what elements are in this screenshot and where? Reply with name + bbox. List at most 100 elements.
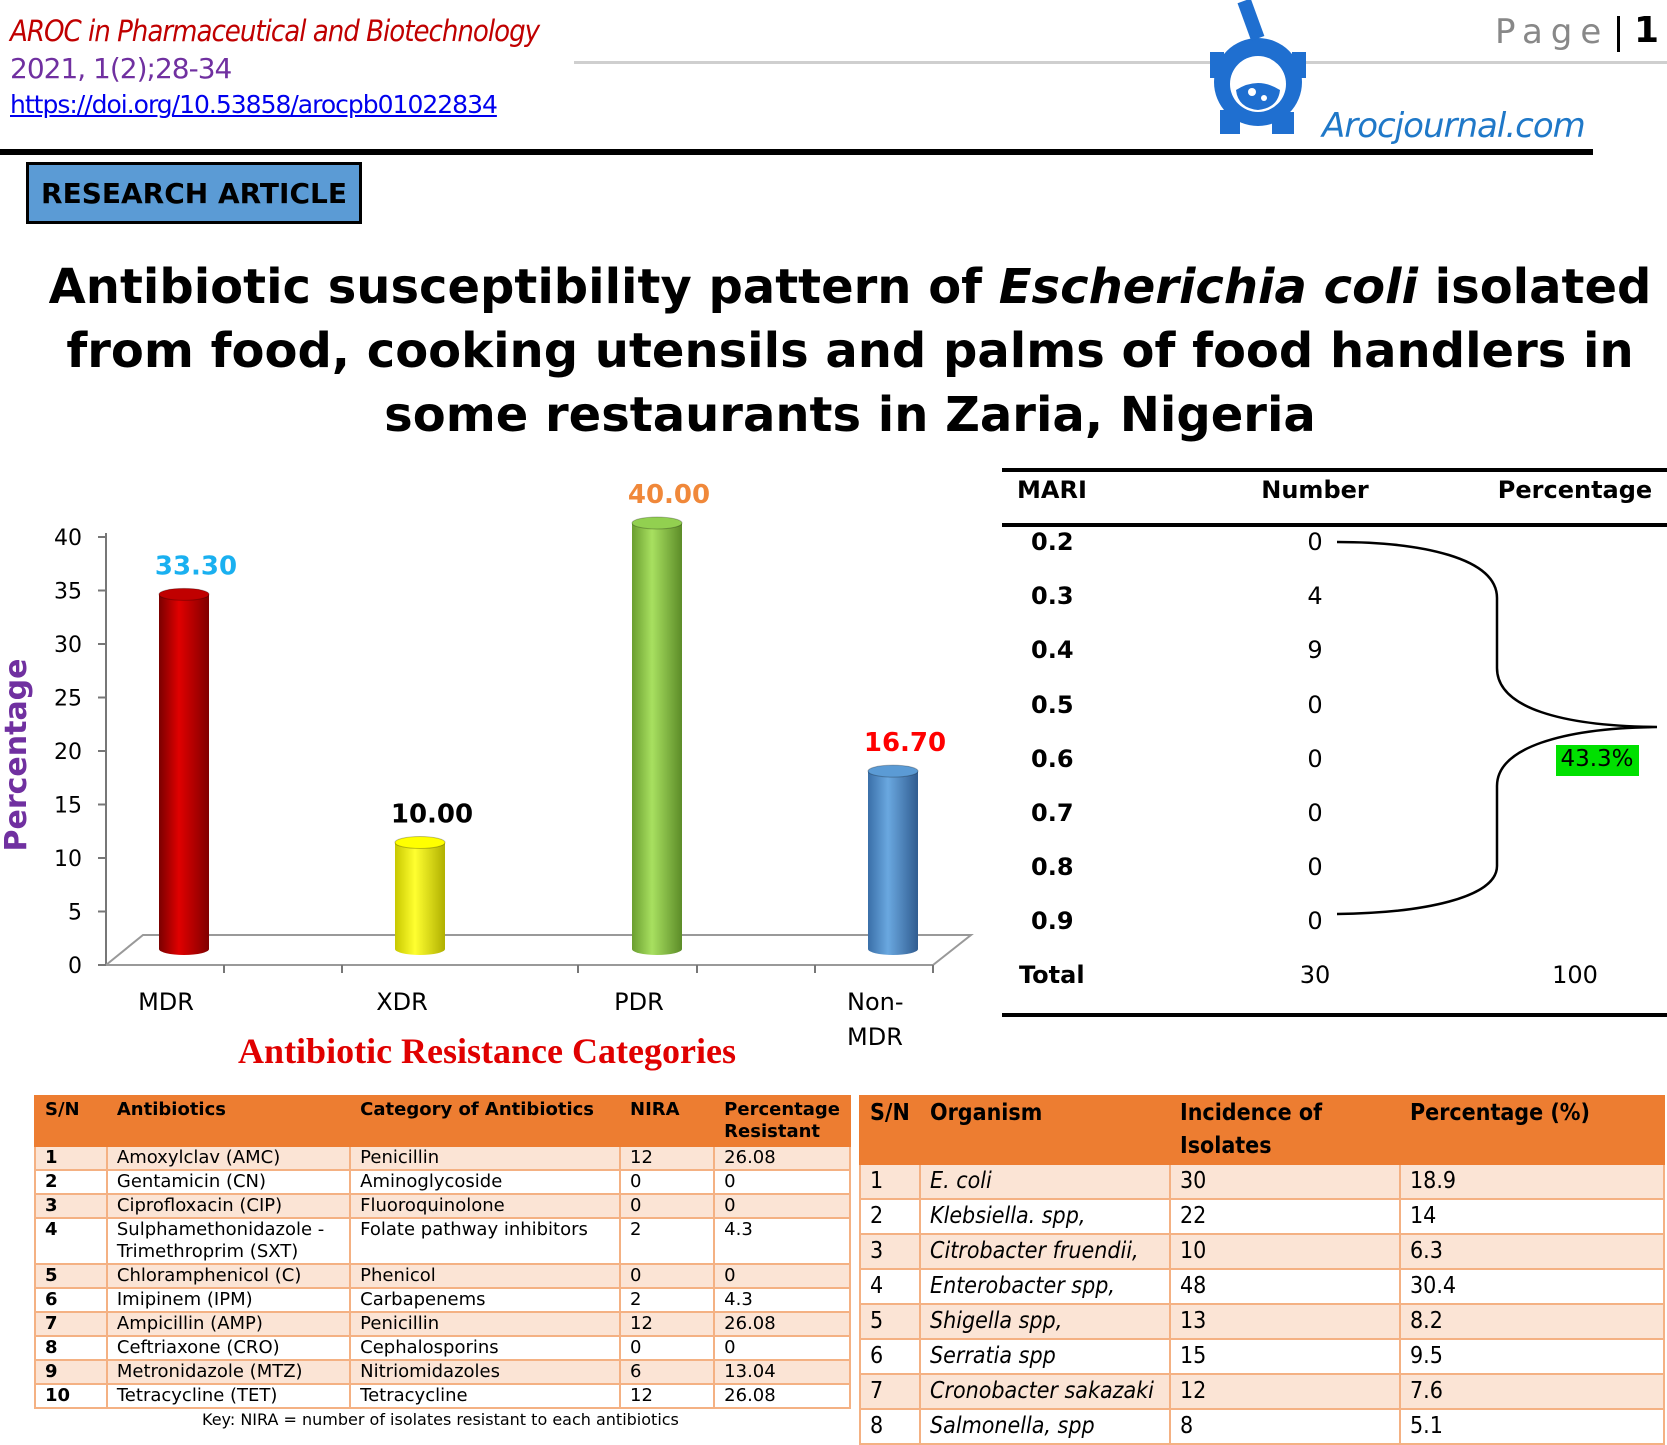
serial-number: 4 [34,1217,108,1265]
column-header: Incidence of Isolates [1169,1095,1401,1165]
isolate-incidence: 8 [1169,1408,1401,1445]
isolate-incidence: 12 [1169,1373,1401,1410]
bar-base [159,943,209,955]
y-tick-label: 10 [54,847,82,872]
category-label: MDR [138,988,194,1016]
category-label: XDR [376,988,428,1016]
percentage-resistant: 26.08 [713,1383,851,1409]
percentage-resistant: 0 [713,1263,851,1289]
mari-number: 0 [1307,853,1323,882]
table-row: 6 Serratia spp 15 9.5 [859,1338,1665,1375]
nira-count: 0 [619,1263,716,1289]
volume-info: 2021, 1(2);28-34 [10,52,232,85]
percentage-resistant: 0 [713,1335,851,1361]
y-axis-label: Percentage [0,658,34,851]
bar-non-mdr [867,764,919,955]
mari-number: 0 [1307,528,1323,556]
mari-value: 0.6 [1031,744,1074,773]
bar-pdr [631,516,683,955]
table-row: 10 Tetracycline (TET) Tetracycline 12 26.08 [34,1383,851,1409]
header-percentage: Percentage [1497,476,1653,504]
mari-number: 0 [1307,907,1323,936]
resistance-bar-chart: 0 5 10 15 20 25 30 35 40 MDR XDR PDR Non- MDR 33.30 10… [0,480,974,1071]
title-part-2: isolated from food, cooking utensils and… [66,259,1652,443]
table-row: 9 Metronidazole (MTZ) Nitriomidazoles 6 13.0… [34,1359,851,1385]
site-name: Arocjournal.com [1322,106,1586,146]
antibiotic-category: Fluoroquinolone [349,1193,622,1219]
serial-number: 10 [34,1383,108,1409]
bar-xdr [394,836,446,955]
bar-body [632,523,682,949]
mari-number: 0 [1307,744,1323,773]
serial-number: 6 [859,1338,921,1375]
table-row: 8 Ceftriaxone (CRO) Cephalosporins 0 0 [34,1335,851,1361]
mari-table: MARI Number Percentage 0.2 0 0.3 4 0.4 9 0.5 0 0.6 0… [1002,468,1667,1018]
bar-base [632,943,682,955]
bar-top [394,836,446,849]
antibiotic-name: Gentamicin (CN) [105,1169,352,1195]
percentage-resistant: 13.04 [713,1359,851,1385]
table-row: 4 Enterobacter spp, 48 30.4 [859,1268,1665,1305]
y-tick-label: 20 [54,740,82,765]
antibiotic-category: Folate pathway inhibitors [349,1217,622,1265]
isolate-incidence: 10 [1169,1233,1401,1270]
page-number: 1 [1634,10,1660,51]
table-row: 3 Ciprofloxacin (CIP) Fluoroquinolone 0 0 [34,1193,851,1219]
antibiotic-name: Chloramphenicol (C) [105,1263,352,1289]
nira-count: 12 [619,1311,716,1337]
category-label: Non- [847,988,904,1016]
isolate-incidence: 15 [1169,1338,1401,1375]
isolate-incidence: 13 [1169,1303,1401,1340]
mari-value: 0.8 [1031,853,1074,882]
table-row: 5 Chloramphenicol (C) Phenicol 0 0 [34,1263,851,1289]
flask-gear-logo-icon [1210,0,1306,134]
category-label-line2: MDR [847,1023,903,1051]
table-row: 7 Cronobacter sakazaki 12 7.6 [859,1373,1665,1410]
percentage: 9.5 [1399,1338,1665,1375]
y-tick-label: 30 [54,633,82,658]
percentage: 8.2 [1399,1303,1665,1340]
organism-name: Shigella spp, [919,1303,1171,1340]
isolate-incidence: 48 [1169,1268,1401,1305]
page-separator [1617,16,1620,52]
title-part-1: Antibiotic susceptibility pattern of [48,259,999,315]
bar-base [868,943,918,955]
antibiotic-category: Penicillin [349,1145,622,1171]
antibiotic-category: Phenicol [349,1263,622,1289]
organism-name: Enterobacter spp, [919,1268,1171,1305]
serial-number: 6 [34,1287,108,1313]
percentage: 6.3 [1399,1233,1665,1270]
percentage: 5.1 [1399,1408,1665,1445]
column-header: S/N [34,1095,108,1147]
percentage-resistant: 0 [713,1193,851,1219]
organism-name: Serratia spp [919,1338,1171,1375]
bar-body [159,594,209,949]
nira-count: 2 [619,1217,716,1265]
table-row: 4 Sulphamethonidazole - Trimethroprim (SX… [34,1217,851,1265]
mari-number: 0 [1307,690,1323,719]
mari-number: 0 [1307,799,1323,827]
serial-number: 3 [859,1233,921,1270]
table-row: 1 E. coli 30 18.9 [859,1163,1665,1200]
serial-number: 7 [34,1311,108,1337]
organism-incidence-table: S/N Organism Incidence of Isolates Percenta… [859,1095,1665,1445]
column-header: S/N [859,1095,921,1165]
organism-name: Citrobacter fruendii, [919,1233,1171,1270]
isolate-incidence: 30 [1169,1163,1401,1200]
doi-link[interactable]: https://doi.org/10.53858/arocpb01022834 [10,90,498,119]
nira-count: 12 [619,1145,716,1171]
table-row: 8 Salmonella, spp 8 5.1 [859,1408,1665,1445]
serial-number: 3 [34,1193,108,1219]
serial-number: 5 [34,1263,108,1289]
grouping-brace [1336,540,1658,916]
table-row: 2 Klebsiella. spp, 22 14 [859,1198,1665,1235]
table-row: 5 Shigella spp, 13 8.2 [859,1303,1665,1340]
mari-value: 0.7 [1031,799,1074,827]
mari-value: 0.4 [1031,636,1074,665]
mari-value: 0.2 [1031,528,1074,556]
serial-number: 8 [859,1408,921,1445]
bar-base [395,943,445,955]
journal-name: AROC in Pharmaceutical and Biotechnology [10,14,540,48]
column-header: Percentage Resistant [713,1095,851,1147]
mari-table-graphics [1002,468,1667,1017]
